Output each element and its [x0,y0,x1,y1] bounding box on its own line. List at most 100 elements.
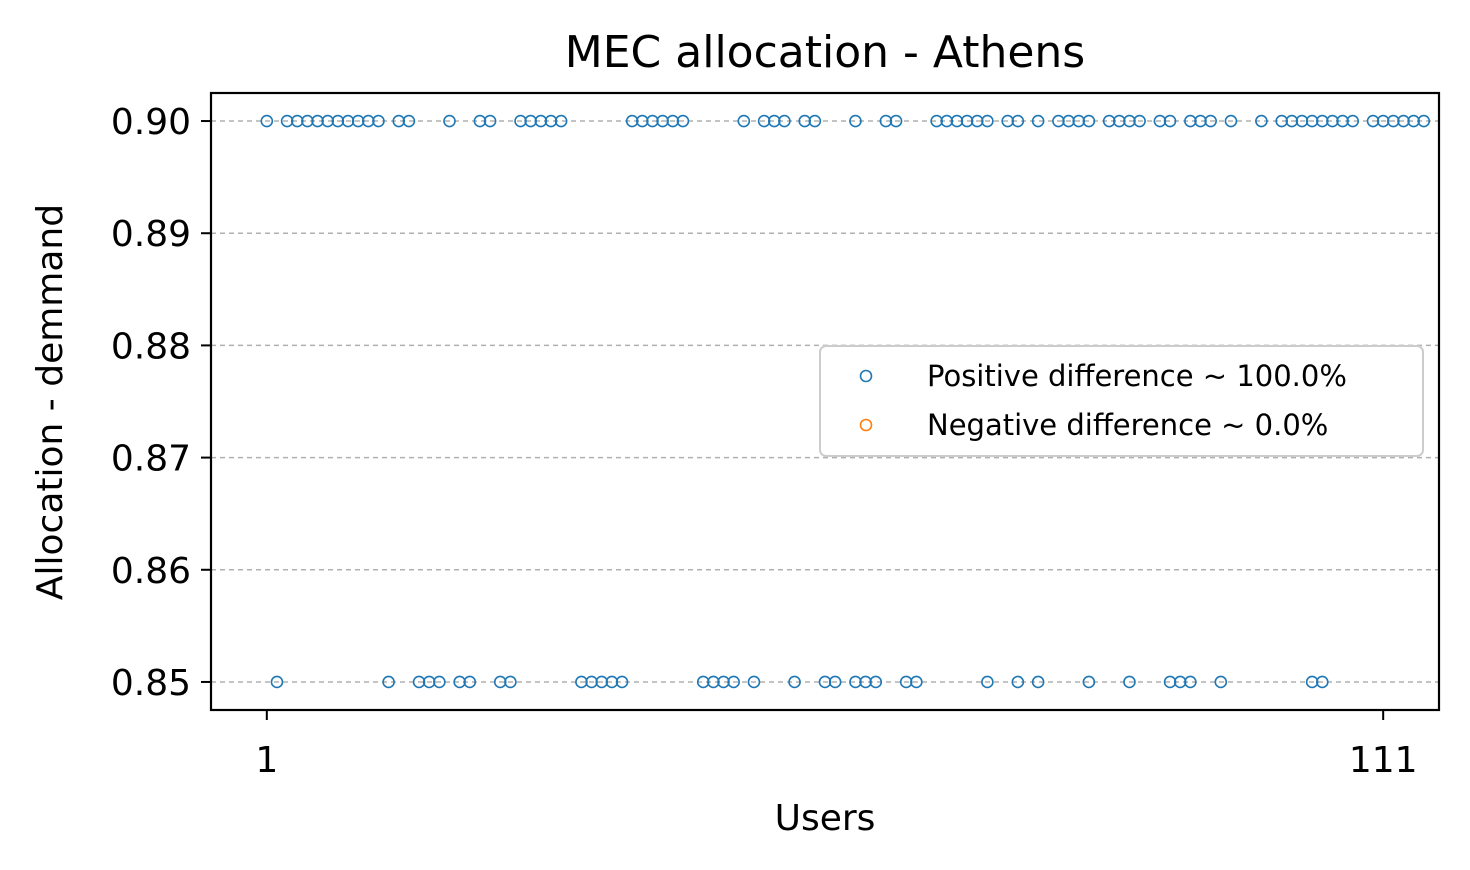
data-point-positive [625,114,639,128]
data-point-positive [849,675,862,689]
data-point-positive [453,675,466,689]
data-point-positive [615,675,629,689]
data-point-positive [341,114,355,128]
data-point-positive [940,114,954,128]
data-point-positive [1123,114,1136,128]
data-point-positive [290,114,304,128]
data-point-positive [1275,114,1288,128]
data-point-positive [981,675,994,689]
plot-frame [209,91,1441,712]
data-point-positive [331,114,345,128]
data-point-positive [1082,114,1096,128]
data-point-positive [362,114,375,128]
data-point-positive [889,114,903,128]
data-point-positive [585,675,598,689]
data-point-positive [1133,114,1146,128]
data-point-positive [950,114,964,128]
data-point-positive [636,114,649,128]
data-point-positive [737,114,751,128]
data-point-positive [1082,675,1096,689]
data-point-positive [504,675,517,689]
data-point-positive [1417,114,1431,128]
data-point-positive [1163,675,1177,689]
x-tick-label: 1 [255,740,278,781]
data-point-positive [727,675,740,689]
data-point-positive [869,675,883,689]
data-point-positive [1194,114,1207,128]
y-tick-label: 0.90 [111,102,191,143]
data-point-positive [260,114,274,128]
data-point-positive [767,114,781,128]
data-point-positive [422,675,436,689]
data-point-positive [676,114,690,128]
data-point-positive [1315,675,1329,689]
data-point-positive [534,114,548,128]
data-point-positive [321,114,335,128]
y-tick-label: 0.85 [111,663,191,704]
data-point-positive [1315,114,1329,128]
data-point-positive [646,114,659,128]
data-point-positive [1123,675,1136,689]
y-tick-label: 0.88 [111,326,191,367]
data-point-positive [463,675,477,689]
data-point-positive [1295,114,1309,128]
data-point-positive [666,114,680,128]
data-point-positive [1072,114,1086,128]
data-point-positive [818,675,832,689]
data-point-positive [433,675,446,689]
legend-label-negative: Negative difference ~ 0.0% [927,408,1328,442]
data-point-positive [1173,675,1187,689]
data-point-positive [1113,114,1126,128]
data-point-positive [910,675,923,689]
data-point-positive [828,675,842,689]
data-point-positive [717,675,730,689]
data-point-positive [493,675,507,689]
data-point-positive [1163,114,1177,128]
data-point-positive [1011,114,1025,128]
data-point-positive [392,114,406,128]
data-point-positive [808,114,822,128]
legend-marker-negative [859,418,873,432]
data-point-positive [575,675,588,689]
data-point-positive [1102,114,1116,128]
data-point-positive [1001,114,1014,128]
legend: Positive difference ~ 100.0% Negative di… [819,345,1424,457]
data-point-positive [1031,114,1045,128]
data-point-positive [778,114,791,128]
data-point-positive [707,675,720,689]
data-point-positive [788,675,801,689]
chart-title: MEC allocation - Athens [565,27,1085,78]
data-point-positive [1062,114,1075,128]
y-tick-label: 0.87 [111,439,191,480]
data-point-positive [1031,675,1045,689]
y-axis-ticks: 0.85 0.86 0.87 0.88 0.89 0.90 [111,102,211,704]
data-point-positive [859,675,872,689]
data-point-positive [473,114,487,128]
x-tick-label: 111 [1349,740,1418,781]
y-axis-label: Allocation - demmand [30,204,71,600]
data-point-positive [849,114,862,128]
data-point-positive [554,114,568,128]
data-point-positive [1326,114,1339,128]
data-point-positive [1366,114,1380,128]
data-point-positive [514,114,527,128]
data-point-positive [798,114,812,128]
data-point-positive [382,675,395,689]
data-point-positive [351,114,365,128]
data-point-positive [970,114,984,128]
y-tick-label: 0.86 [111,551,191,592]
data-point-positive [1184,114,1197,128]
data-point-positive [1376,114,1390,128]
data-point-positive [1397,114,1410,128]
data-point-positive [747,675,761,689]
x-axis-label: Users [775,798,876,839]
data-point-positive [372,114,385,128]
data-point-positive [1346,114,1360,128]
data-point-positive [544,114,558,128]
data-point-positive [899,675,913,689]
data-point-positive [1305,114,1319,128]
data-points [260,114,1431,689]
data-point-positive [412,675,426,689]
data-point-positive [595,675,609,689]
